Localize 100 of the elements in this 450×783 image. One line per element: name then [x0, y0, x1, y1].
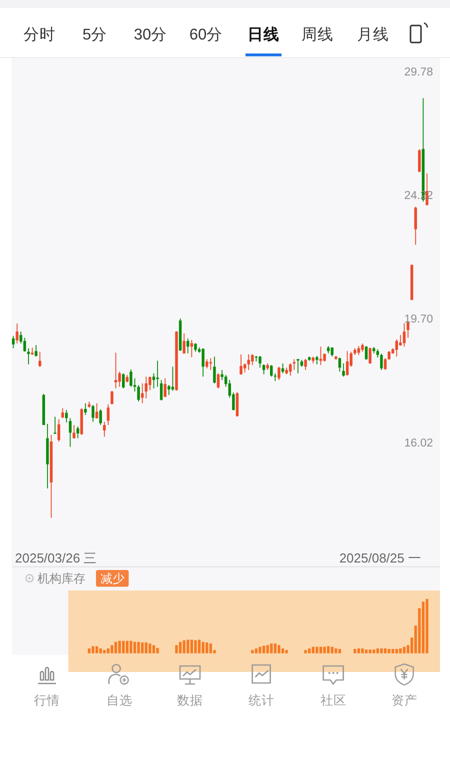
candlestick — [213, 356, 216, 384]
bar — [354, 648, 356, 654]
bar — [274, 644, 277, 654]
y-tick-label: 29.78 — [404, 66, 433, 79]
bar — [361, 648, 364, 654]
bar — [133, 642, 136, 654]
candlestick — [368, 347, 372, 364]
candlestick — [103, 421, 106, 438]
bar — [312, 646, 314, 654]
bar — [323, 646, 326, 654]
text: 60分 — [189, 26, 223, 44]
candlestick — [148, 376, 152, 391]
candlestick — [23, 337, 26, 352]
bar — [182, 640, 186, 654]
bar — [114, 642, 118, 654]
bar — [148, 644, 152, 654]
text: 统计 — [248, 694, 274, 708]
candlestick — [152, 372, 156, 389]
text: 月线 — [357, 26, 389, 44]
candlestick — [34, 344, 38, 358]
text: 日线 — [248, 26, 280, 44]
text: 5分 — [82, 26, 108, 44]
bar — [285, 650, 288, 654]
bar — [334, 648, 338, 654]
candlestick — [65, 410, 68, 423]
bar — [258, 646, 262, 654]
candlestick — [57, 418, 60, 442]
bar — [399, 648, 402, 654]
text: 社区 — [320, 694, 346, 708]
candlestick — [140, 382, 144, 404]
bar — [103, 650, 106, 654]
bar — [92, 646, 94, 654]
candlestick — [61, 408, 64, 419]
candlestick — [168, 384, 170, 396]
candlestick — [418, 148, 421, 173]
bar — [319, 646, 322, 654]
bar — [206, 642, 208, 654]
bar — [392, 648, 394, 654]
bar — [395, 648, 398, 654]
y-tick-label: 16.02 — [404, 437, 433, 450]
candlestick — [99, 408, 102, 426]
candlestick — [251, 354, 254, 366]
candlestick — [95, 402, 98, 419]
bar — [99, 648, 102, 654]
candlestick — [164, 378, 166, 398]
bar — [254, 648, 258, 654]
bar — [262, 646, 266, 654]
candlestick — [16, 323, 18, 344]
bar — [95, 646, 98, 654]
candlestick — [118, 371, 121, 388]
candlestick — [84, 402, 87, 416]
candlestick — [342, 362, 345, 378]
bar — [118, 640, 121, 654]
candlestick — [156, 360, 159, 388]
bar — [194, 640, 197, 654]
bar — [278, 645, 280, 654]
bar — [338, 648, 342, 654]
bar — [88, 648, 91, 654]
candlestick — [270, 364, 273, 378]
candlestick — [144, 376, 148, 399]
candlestick — [262, 364, 266, 375]
text: 行情 — [34, 694, 60, 708]
candlestick — [258, 355, 262, 368]
candlestick — [402, 322, 406, 348]
bar — [198, 640, 201, 654]
bar — [156, 648, 159, 654]
candlestick — [27, 348, 30, 365]
bar — [304, 650, 307, 654]
bar — [422, 602, 425, 654]
text: 分时 — [24, 26, 56, 44]
bar — [372, 650, 376, 654]
candlestick — [346, 350, 349, 376]
candlestick — [380, 353, 383, 370]
candlestick — [296, 358, 300, 374]
candlestick — [186, 338, 190, 354]
candlestick — [114, 352, 118, 389]
candlestick — [122, 372, 125, 389]
bar — [152, 645, 156, 654]
candlestick — [209, 358, 212, 370]
bar — [110, 645, 114, 654]
bar — [137, 642, 140, 654]
candlestick — [182, 332, 186, 354]
candlestick — [278, 366, 280, 380]
bar — [384, 648, 387, 654]
candlestick — [110, 390, 114, 405]
bar — [186, 640, 190, 654]
bar — [308, 648, 311, 654]
candlestick — [364, 346, 368, 360]
candlestick — [54, 416, 56, 434]
bar — [266, 645, 269, 654]
candlestick — [160, 380, 163, 401]
text: 自选 — [106, 694, 132, 708]
candlestick — [247, 354, 250, 370]
bar — [326, 646, 330, 654]
candlestick — [240, 354, 242, 376]
candlestick — [236, 392, 239, 418]
bar — [141, 642, 144, 654]
candlestick — [92, 404, 94, 422]
bar — [122, 640, 125, 654]
candlestick — [292, 358, 296, 370]
